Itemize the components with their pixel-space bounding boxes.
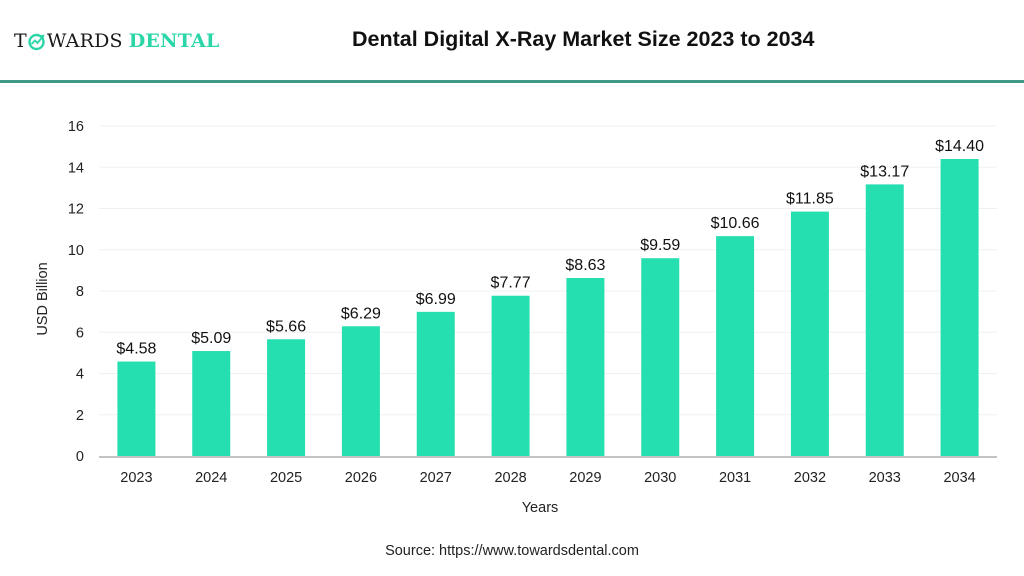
bar-2032 — [790, 211, 829, 456]
gridlines — [99, 125, 997, 416]
x-tick-label: 2031 — [719, 470, 751, 486]
x-tick-label: 2025 — [270, 470, 302, 486]
brand-logo: T WARDS DENTAL — [14, 28, 219, 54]
x-tick-label: 2033 — [869, 470, 901, 486]
x-axis-title: Years — [522, 500, 559, 516]
source-note: Source: https://www.towardsdental.com — [385, 543, 639, 559]
x-tick-label: 2026 — [345, 470, 377, 486]
data-label-2031: $10.66 — [711, 215, 760, 232]
y-axis-title: USD Billion — [35, 262, 51, 335]
y-tick-label: 14 — [68, 160, 84, 176]
data-label-2027: $6.99 — [416, 291, 456, 308]
bar-2027 — [416, 311, 455, 456]
bar-2031 — [716, 236, 755, 456]
x-axis-ticks: 2023 2024 2025 2026 2027 2028 2029 2030 2031 2032… — [120, 470, 975, 486]
data-label-2025: $5.66 — [266, 318, 306, 335]
x-tick-label: 2027 — [420, 470, 452, 486]
bar-2026 — [341, 326, 380, 456]
bar-2023 — [117, 361, 156, 456]
data-labels: $4.58 $5.09 $5.66 $6.29 $6.99 $7.77 $8.63 $9.59… — [116, 138, 984, 358]
x-tick-label: 2024 — [195, 470, 227, 486]
bar-2030 — [641, 258, 680, 456]
y-axis-ticks: 0 2 4 6 8 10 12 14 16 — [68, 119, 84, 465]
bar-2033 — [865, 184, 904, 456]
y-tick-label: 12 — [68, 202, 84, 218]
bars — [117, 159, 979, 456]
y-tick-label: 2 — [76, 408, 84, 424]
chart-title: Dental Digital X-Ray Market Size 2023 to… — [352, 27, 815, 51]
y-tick-label: 10 — [68, 243, 84, 259]
y-tick-label: 8 — [76, 284, 84, 300]
bar-2034 — [940, 159, 979, 456]
header-divider — [0, 80, 1024, 83]
data-label-2034: $14.40 — [935, 138, 984, 155]
x-tick-label: 2029 — [569, 470, 601, 486]
data-label-2030: $9.59 — [640, 237, 680, 254]
brand-name-accent: DENTAL — [128, 30, 220, 52]
x-tick-label: 2030 — [644, 470, 676, 486]
bar-2024 — [192, 351, 231, 456]
y-tick-label: 6 — [76, 325, 84, 341]
y-tick-label: 0 — [76, 449, 84, 465]
x-tick-label: 2028 — [494, 470, 526, 486]
y-tick-label: 4 — [76, 367, 84, 383]
data-label-2029: $8.63 — [565, 257, 605, 274]
bar-2029 — [566, 278, 605, 456]
x-tick-label: 2023 — [120, 470, 152, 486]
brand-name-prefix: T — [14, 30, 27, 52]
data-label-2024: $5.09 — [191, 330, 231, 347]
data-label-2026: $6.29 — [341, 305, 381, 322]
brand-name-suffix: WARDS — [46, 30, 123, 52]
bar-2025 — [267, 339, 306, 456]
data-label-2033: $13.17 — [860, 163, 909, 180]
y-tick-label: 16 — [68, 119, 84, 135]
data-label-2028: $7.77 — [491, 275, 531, 292]
data-label-2032: $11.85 — [786, 191, 834, 208]
x-tick-label: 2034 — [943, 470, 975, 486]
x-tick-label: 2032 — [794, 470, 826, 486]
bar-2028 — [491, 295, 530, 456]
data-label-2023: $4.58 — [116, 341, 156, 358]
growth-chart-icon — [27, 31, 47, 51]
